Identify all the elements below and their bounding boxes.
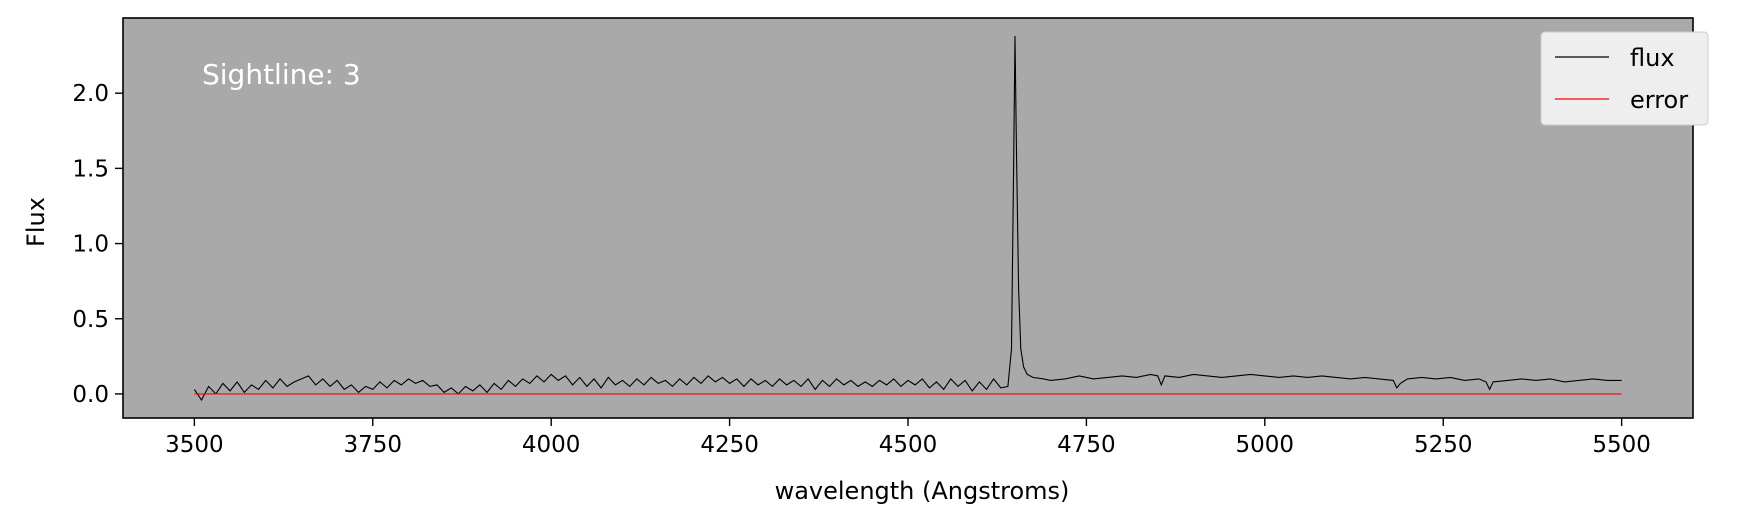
y-tick-label: 1.5 <box>72 156 109 182</box>
legend-box <box>1540 31 1709 126</box>
y-tick-label: 0.0 <box>72 382 109 408</box>
x-axis: 3500 3750 4000 4250 4500 4750 5000 5250 5500 <box>165 418 1651 458</box>
legend-error-label: error <box>1630 86 1688 114</box>
y-tick-label: 2.0 <box>72 81 109 107</box>
y-tick-label: 1.0 <box>72 232 109 258</box>
y-tick-label: 0.5 <box>72 307 109 333</box>
x-tick-label: 4750 <box>1057 432 1116 458</box>
x-tick-label: 5250 <box>1414 432 1473 458</box>
x-tick-label: 4250 <box>700 432 759 458</box>
legend-flux-label: flux <box>1630 44 1675 72</box>
y-axis: 0.0 0.5 1.0 1.5 2.0 <box>72 81 123 408</box>
series-layer <box>193 35 1622 402</box>
x-tick-label: 3500 <box>165 432 224 458</box>
plot-area <box>123 18 1693 418</box>
sightline-annotation: Sightline: 3 <box>202 58 361 91</box>
x-tick-label: 3750 <box>343 432 402 458</box>
x-tick-label: 5000 <box>1236 432 1295 458</box>
y-axis-label: Flux <box>22 197 50 247</box>
x-tick-label: 4000 <box>522 432 581 458</box>
x-axis-label: wavelength (Angstroms) <box>775 477 1070 505</box>
series-flux-line <box>193 35 1622 402</box>
x-tick-label: 4500 <box>879 432 938 458</box>
legend: flux error <box>1540 31 1709 126</box>
x-tick-label: 5500 <box>1592 432 1651 458</box>
